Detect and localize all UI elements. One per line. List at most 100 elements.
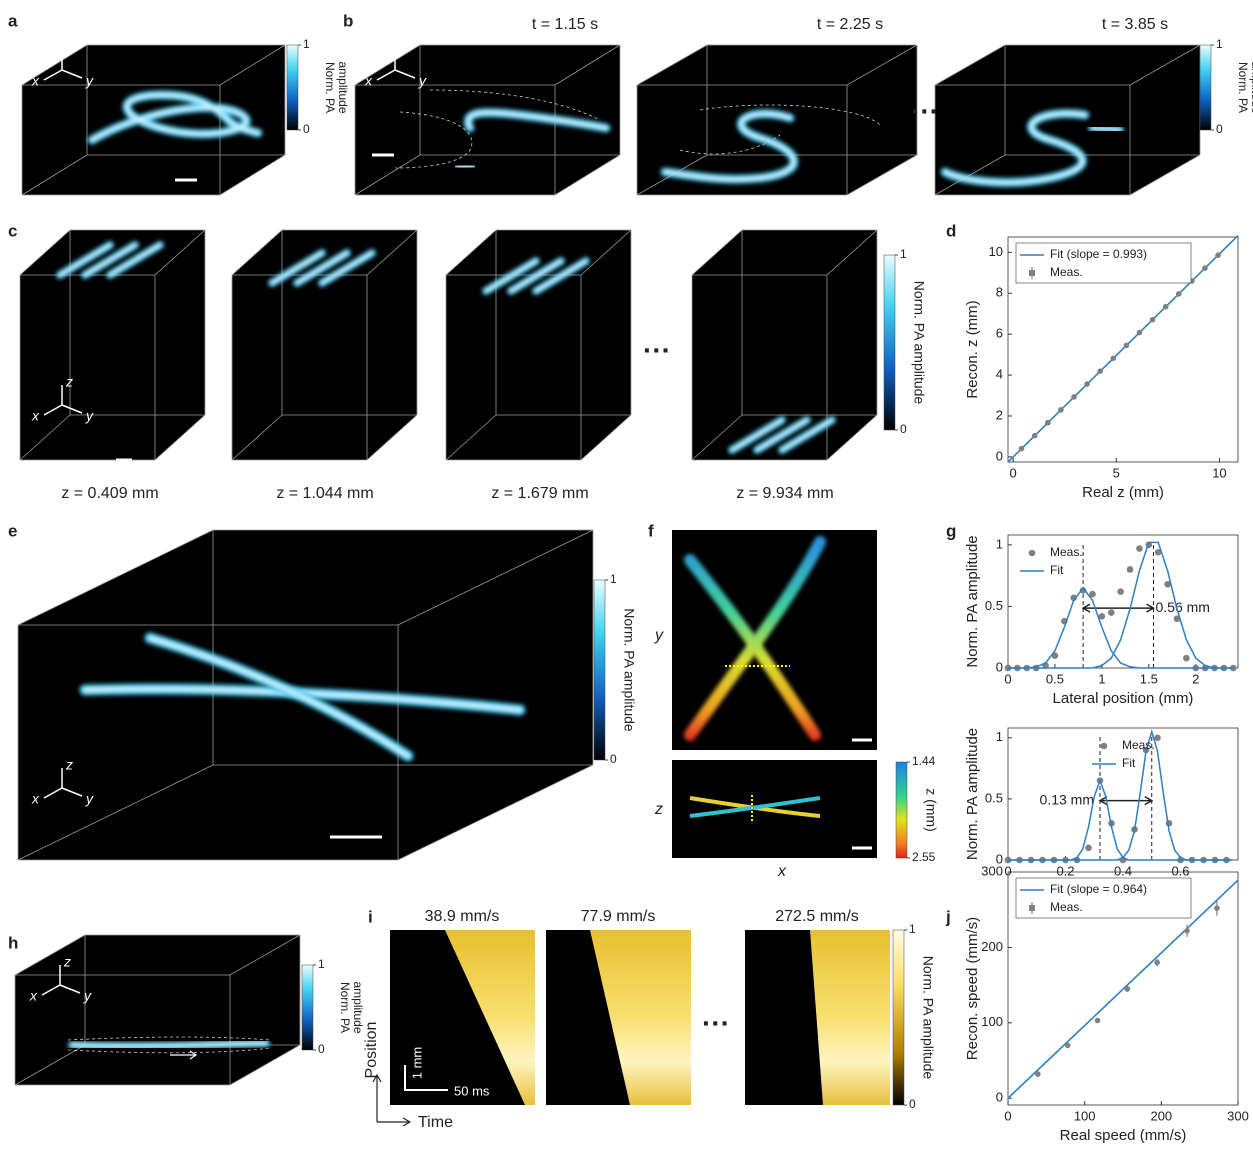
data-point — [1175, 291, 1182, 297]
data-point — [1154, 548, 1162, 556]
panel-letter: h — [8, 933, 18, 952]
trace-outline — [679, 134, 781, 155]
data-point — [1089, 590, 1096, 598]
x-tick-label: 1.5 — [1140, 671, 1158, 686]
y-tick-label: 0.5 — [985, 598, 1003, 613]
data-point — [1162, 303, 1169, 310]
data-point — [1165, 820, 1173, 827]
vessel — [1088, 124, 1124, 134]
colorbar-label: z (mm) — [923, 788, 939, 832]
volume-edge — [580, 414, 632, 461]
colorbar — [286, 44, 299, 131]
legend-label: Fit — [1050, 563, 1064, 577]
axis-arrow — [59, 984, 81, 994]
axis-letter: x — [777, 863, 787, 880]
vessel — [81, 241, 139, 279]
volume-edge — [19, 229, 71, 276]
data-point — [1107, 609, 1115, 616]
axis-arrow — [41, 984, 61, 996]
label: 38.9 mm/s — [425, 908, 500, 925]
distance-arrow — [1098, 795, 1154, 806]
vessel — [144, 632, 414, 762]
x-tick-label: 0.2 — [1056, 863, 1074, 878]
x-axis-label: Lateral position (mm) — [1053, 690, 1194, 707]
volume-edge — [21, 154, 88, 196]
panel-letter: f — [648, 521, 654, 540]
volume-edge — [229, 934, 301, 976]
x-tick-label: 100 — [1074, 1108, 1096, 1123]
y-axis-label: Recon. z (mm) — [964, 300, 981, 398]
colorbar — [1199, 44, 1212, 131]
axis-arrow — [372, 1073, 412, 1127]
volume-edge — [445, 229, 497, 276]
vessel-core — [466, 111, 608, 130]
vessel — [507, 257, 565, 295]
ellipsis: ··· — [702, 1007, 730, 1038]
legend-box — [1015, 877, 1192, 919]
data-point — [1154, 959, 1160, 966]
legend-swatch — [1029, 270, 1035, 276]
panel-letter: b — [343, 11, 353, 30]
colorbar-tick-label: 0 — [909, 1097, 916, 1111]
legend-label: Meas. — [1050, 545, 1083, 559]
vessel-core — [148, 636, 410, 758]
data-point — [1136, 329, 1143, 336]
axis-arrow — [43, 69, 63, 81]
data-point — [1215, 252, 1221, 259]
fit-curve — [1008, 586, 1234, 669]
colorbar-tick-label: 0 — [303, 122, 310, 136]
kymograph-signal — [590, 930, 691, 1105]
vessel — [106, 241, 164, 279]
vessel — [660, 109, 799, 184]
axis-letter: y — [83, 988, 92, 1004]
data-point — [1184, 928, 1190, 934]
trace-outline — [429, 89, 601, 121]
kymograph-signal — [810, 930, 890, 1105]
volume-edge — [1129, 154, 1201, 196]
volume-edge — [445, 414, 497, 461]
colorbar — [883, 254, 896, 431]
x-tick-label: 0.6 — [1171, 863, 1189, 878]
vessel-core — [320, 251, 374, 285]
axis-letter: x — [31, 791, 40, 807]
kymograph-signal — [445, 930, 535, 1105]
vessel — [463, 108, 611, 133]
data-point — [1070, 594, 1078, 602]
y-tick-label: 0.5 — [985, 790, 1003, 805]
flow-arrow — [170, 1050, 198, 1060]
axis-arrow — [61, 69, 83, 79]
vessel — [753, 416, 811, 454]
volume-edge — [580, 229, 632, 276]
axis-letter: y — [654, 627, 664, 644]
colorbar-tick-label: 1 — [318, 957, 325, 971]
x-tick-label: 0.5 — [1046, 671, 1064, 686]
y-tick-label: 0 — [996, 448, 1003, 463]
label: 50 ms — [454, 1083, 490, 1098]
axis-letter: z — [63, 954, 71, 970]
vessel-core — [755, 418, 809, 452]
volume-edge — [846, 154, 918, 196]
vessel-depth — [684, 554, 821, 741]
label: 77.9 mm/s — [581, 908, 656, 925]
label: z = 0.409 mm — [61, 485, 158, 502]
volume-box — [232, 230, 417, 460]
volume-edge — [397, 764, 594, 861]
trace-outline — [394, 111, 473, 169]
vessel-core — [70, 1041, 268, 1048]
fit-curve — [1008, 541, 1234, 669]
data-point — [1035, 1071, 1041, 1077]
axis-arrow — [43, 787, 63, 799]
vessel-core — [456, 164, 474, 169]
fit-curve — [1008, 729, 1233, 861]
vessel — [940, 109, 1090, 187]
y-tick-label: 100 — [981, 1014, 1003, 1029]
volume-edge — [554, 154, 621, 196]
colorbar — [892, 929, 905, 1106]
plot-frame — [1007, 236, 1239, 463]
vessel — [728, 416, 786, 454]
ellipsis: ··· — [643, 334, 671, 365]
plot-frame — [1007, 871, 1239, 1106]
legend-label: Meas. — [1122, 738, 1155, 752]
x-axis-label: Real speed (mm/s) — [1060, 1127, 1187, 1144]
annotation: 0.13 mm — [1040, 791, 1094, 807]
